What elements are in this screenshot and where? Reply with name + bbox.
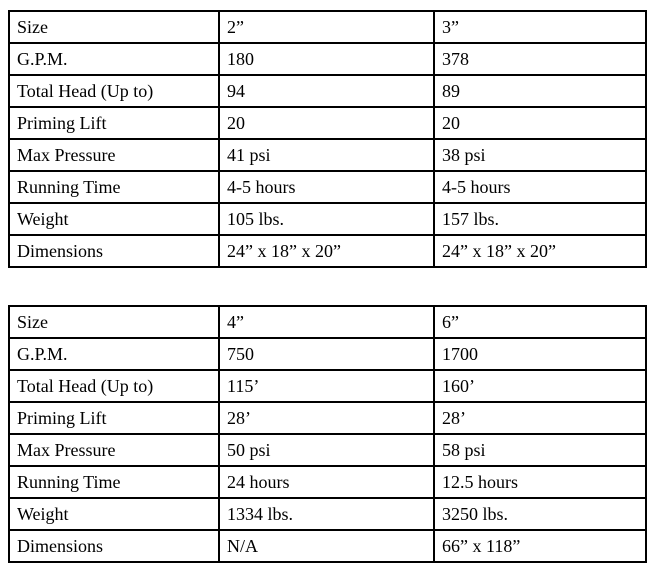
table-row: Total Head (Up to) 94 89 — [8, 74, 647, 108]
table-row: Priming Lift 20 20 — [8, 106, 647, 140]
table-row: Dimensions N/A 66” x 118” — [8, 529, 647, 563]
spec-value: 115’ — [218, 369, 435, 403]
spec-label: Running Time — [8, 465, 220, 499]
spec-value: 24” x 18” x 20” — [433, 234, 647, 268]
table-row: Dimensions 24” x 18” x 20” 24” x 18” x 2… — [8, 234, 647, 268]
spec-label: Max Pressure — [8, 433, 220, 467]
spec-value: 20 — [218, 106, 435, 140]
spec-table-large-pumps: Size 4” 6” G.P.M. 750 1700 Total Head (U… — [8, 305, 647, 563]
spec-value: 4-5 hours — [218, 170, 435, 204]
spec-label: G.P.M. — [8, 42, 220, 76]
spec-value: 378 — [433, 42, 647, 76]
spec-value: 28’ — [433, 401, 647, 435]
spec-value: 3” — [433, 10, 647, 44]
spec-label: Running Time — [8, 170, 220, 204]
spec-value: 38 psi — [433, 138, 647, 172]
spec-value: 89 — [433, 74, 647, 108]
spec-value: 1700 — [433, 337, 647, 371]
table-row: Priming Lift 28’ 28’ — [8, 401, 647, 435]
table-row: Total Head (Up to) 115’ 160’ — [8, 369, 647, 403]
spec-label: Priming Lift — [8, 106, 220, 140]
spec-value: 94 — [218, 74, 435, 108]
table-row: Size 2” 3” — [8, 10, 647, 44]
spec-value: 20 — [433, 106, 647, 140]
spec-value: 24 hours — [218, 465, 435, 499]
spec-label: Dimensions — [8, 234, 220, 268]
spec-value: 66” x 118” — [433, 529, 647, 563]
table-row: Running Time 4-5 hours 4-5 hours — [8, 170, 647, 204]
spec-table-small-pumps: Size 2” 3” G.P.M. 180 378 Total Head (Up… — [8, 10, 647, 268]
table-row: Running Time 24 hours 12.5 hours — [8, 465, 647, 499]
spec-value: 6” — [433, 305, 647, 339]
spec-value: 12.5 hours — [433, 465, 647, 499]
spec-value: 1334 lbs. — [218, 497, 435, 531]
spec-value: 28’ — [218, 401, 435, 435]
spec-value: 41 psi — [218, 138, 435, 172]
spec-label: G.P.M. — [8, 337, 220, 371]
spec-value: 58 psi — [433, 433, 647, 467]
spec-label: Total Head (Up to) — [8, 369, 220, 403]
spec-value: 180 — [218, 42, 435, 76]
spec-value: 24” x 18” x 20” — [218, 234, 435, 268]
spec-value: 50 psi — [218, 433, 435, 467]
table-row: Weight 1334 lbs. 3250 lbs. — [8, 497, 647, 531]
table-row: G.P.M. 180 378 — [8, 42, 647, 76]
spec-value: 157 lbs. — [433, 202, 647, 236]
spec-value: 160’ — [433, 369, 647, 403]
table-row: Weight 105 lbs. 157 lbs. — [8, 202, 647, 236]
spec-label: Weight — [8, 497, 220, 531]
spec-label: Size — [8, 10, 220, 44]
spec-value: N/A — [218, 529, 435, 563]
spec-value: 2” — [218, 10, 435, 44]
spec-value: 3250 lbs. — [433, 497, 647, 531]
spec-label: Size — [8, 305, 220, 339]
spec-label: Priming Lift — [8, 401, 220, 435]
spec-value: 4-5 hours — [433, 170, 647, 204]
spec-label: Max Pressure — [8, 138, 220, 172]
spec-label: Weight — [8, 202, 220, 236]
table-row: Size 4” 6” — [8, 305, 647, 339]
spec-value: 4” — [218, 305, 435, 339]
spec-value: 105 lbs. — [218, 202, 435, 236]
table-row: Max Pressure 41 psi 38 psi — [8, 138, 647, 172]
table-row: G.P.M. 750 1700 — [8, 337, 647, 371]
table-row: Max Pressure 50 psi 58 psi — [8, 433, 647, 467]
spec-value: 750 — [218, 337, 435, 371]
spec-label: Dimensions — [8, 529, 220, 563]
spec-label: Total Head (Up to) — [8, 74, 220, 108]
